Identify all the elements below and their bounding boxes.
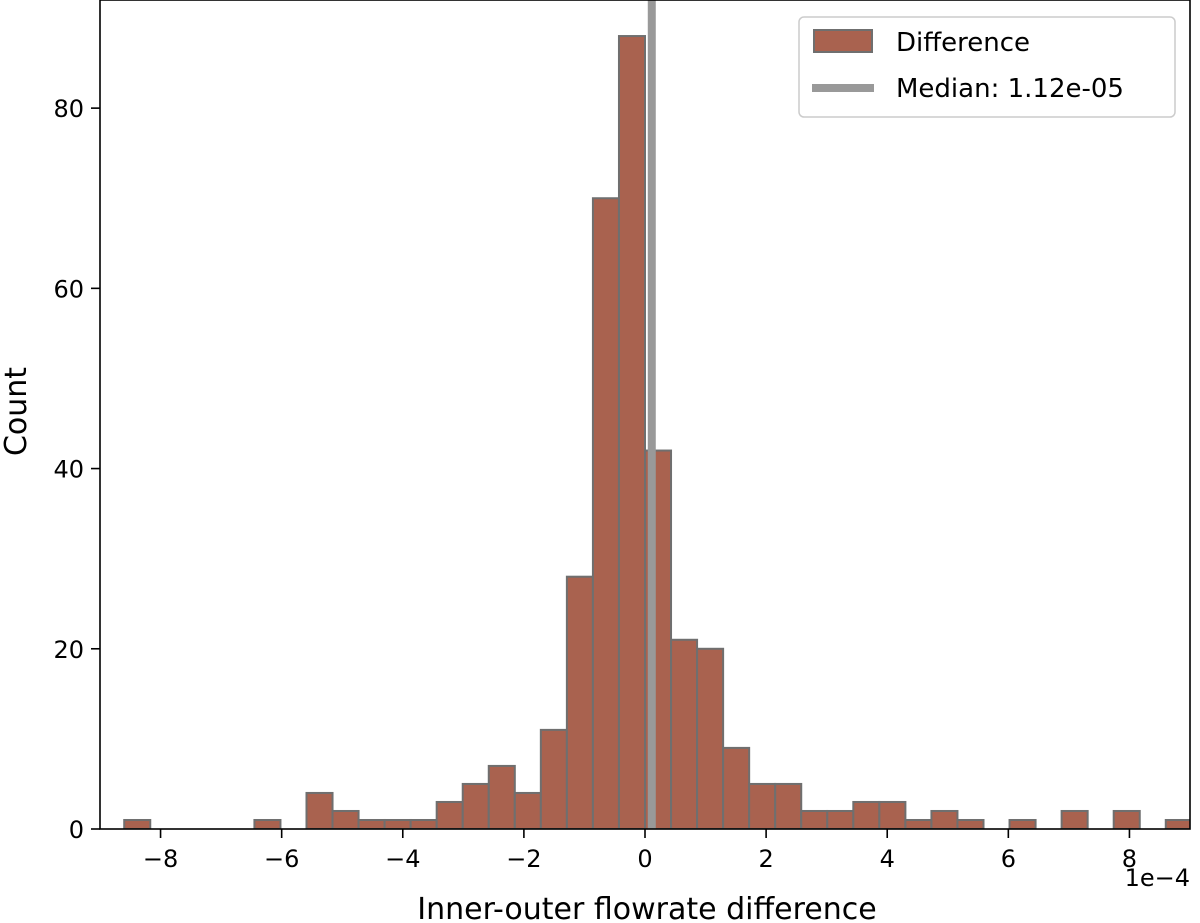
histogram-bar (383, 818, 412, 829)
x-tick-label: −4 (385, 845, 420, 873)
histogram-bar (461, 782, 490, 829)
x-tick-label: 4 (880, 845, 895, 873)
histogram-bar (123, 818, 152, 829)
y-tick-label: 20 (53, 636, 84, 664)
histogram-bar (1112, 809, 1141, 829)
histogram-bar (487, 764, 516, 829)
y-tick-label: 60 (53, 275, 84, 303)
histogram-bar (1164, 818, 1190, 829)
x-tick-label: −2 (506, 845, 541, 873)
histogram-bar (1060, 809, 1089, 829)
histogram-bar (878, 800, 907, 829)
x-tick-label: 0 (637, 845, 652, 873)
legend-box (798, 16, 1176, 118)
histogram-bar (852, 800, 881, 829)
y-axis-ticks: 0 20 40 60 80 (53, 95, 100, 844)
histogram-bar (617, 35, 647, 829)
histogram-bar (591, 197, 620, 829)
histogram-bar (565, 575, 594, 829)
legend-label-median: Median: 1.12e-05 (896, 74, 1124, 104)
histogram-bar (670, 638, 699, 829)
histogram-bar (435, 800, 464, 829)
x-tick-label: 8 (1122, 845, 1137, 873)
histogram-bar (774, 782, 803, 829)
histogram-bar (357, 818, 386, 829)
x-tick-label: 6 (1001, 845, 1016, 873)
histogram-bar (748, 782, 777, 829)
legend: Difference Median: 1.12e-05 (798, 16, 1176, 118)
y-tick-label: 80 (53, 95, 84, 123)
legend-swatch-difference (813, 29, 873, 53)
histogram-bar (253, 818, 282, 829)
histogram-bar (331, 809, 360, 829)
histogram-bar (305, 791, 334, 829)
histogram-bar (826, 809, 855, 829)
histogram-bars (123, 35, 1190, 829)
histogram-bar (696, 647, 725, 829)
histogram-bar (800, 809, 829, 829)
histogram-bar (539, 728, 568, 829)
histogram-bar (722, 746, 751, 829)
histogram-bar (1008, 818, 1037, 829)
histogram-bar (409, 818, 438, 829)
legend-label-difference: Difference (896, 28, 1030, 58)
x-tick-label: 2 (758, 845, 773, 873)
histogram-bar (904, 818, 933, 829)
y-axis-label: Count (0, 367, 34, 456)
x-axis-label: Inner-outer flowrate difference (417, 892, 876, 923)
histogram-bar (956, 818, 985, 829)
x-axis-ticks: −8 −6 −4 −2 0 2 4 6 8 (143, 829, 1137, 873)
x-tick-label: −8 (143, 845, 178, 873)
histogram-bar (930, 809, 959, 829)
axes-frame (99, 0, 1191, 830)
histogram-bar (513, 791, 542, 829)
y-tick-label: 40 (53, 456, 84, 484)
x-tick-label: −6 (264, 845, 299, 873)
y-tick-label: 0 (69, 816, 84, 844)
x-axis-offset-label: 1e−4 (1125, 864, 1190, 892)
